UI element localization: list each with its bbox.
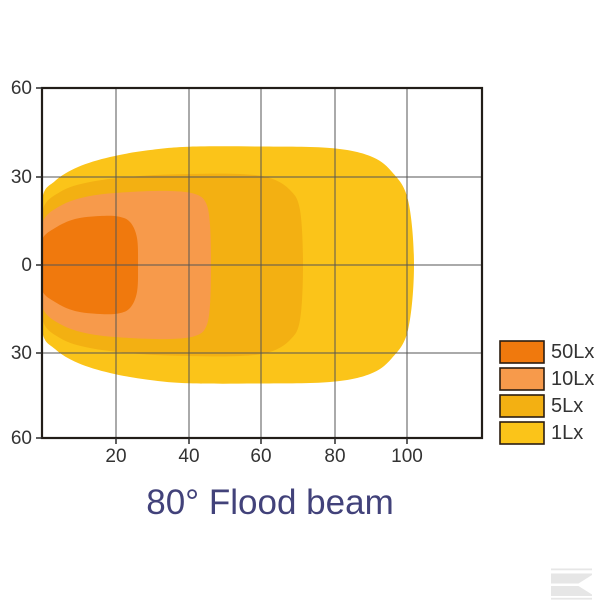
svg-text:60: 60 bbox=[11, 78, 32, 99]
svg-text:30: 30 bbox=[11, 343, 32, 364]
svg-text:40: 40 bbox=[178, 446, 199, 467]
svg-text:20: 20 bbox=[105, 446, 126, 467]
svg-text:100: 100 bbox=[391, 446, 423, 467]
svg-text:60: 60 bbox=[250, 446, 271, 467]
svg-text:30: 30 bbox=[11, 167, 32, 188]
svg-text:60: 60 bbox=[11, 428, 32, 449]
svg-text:10Lx: 10Lx bbox=[551, 368, 594, 390]
svg-text:1Lx: 1Lx bbox=[551, 422, 583, 444]
svg-text:50Lx: 50Lx bbox=[551, 341, 594, 363]
svg-text:80: 80 bbox=[324, 446, 345, 467]
svg-text:0: 0 bbox=[21, 255, 32, 276]
svg-text:5Lx: 5Lx bbox=[551, 395, 583, 417]
svg-text:80° Flood beam: 80° Flood beam bbox=[146, 483, 393, 522]
